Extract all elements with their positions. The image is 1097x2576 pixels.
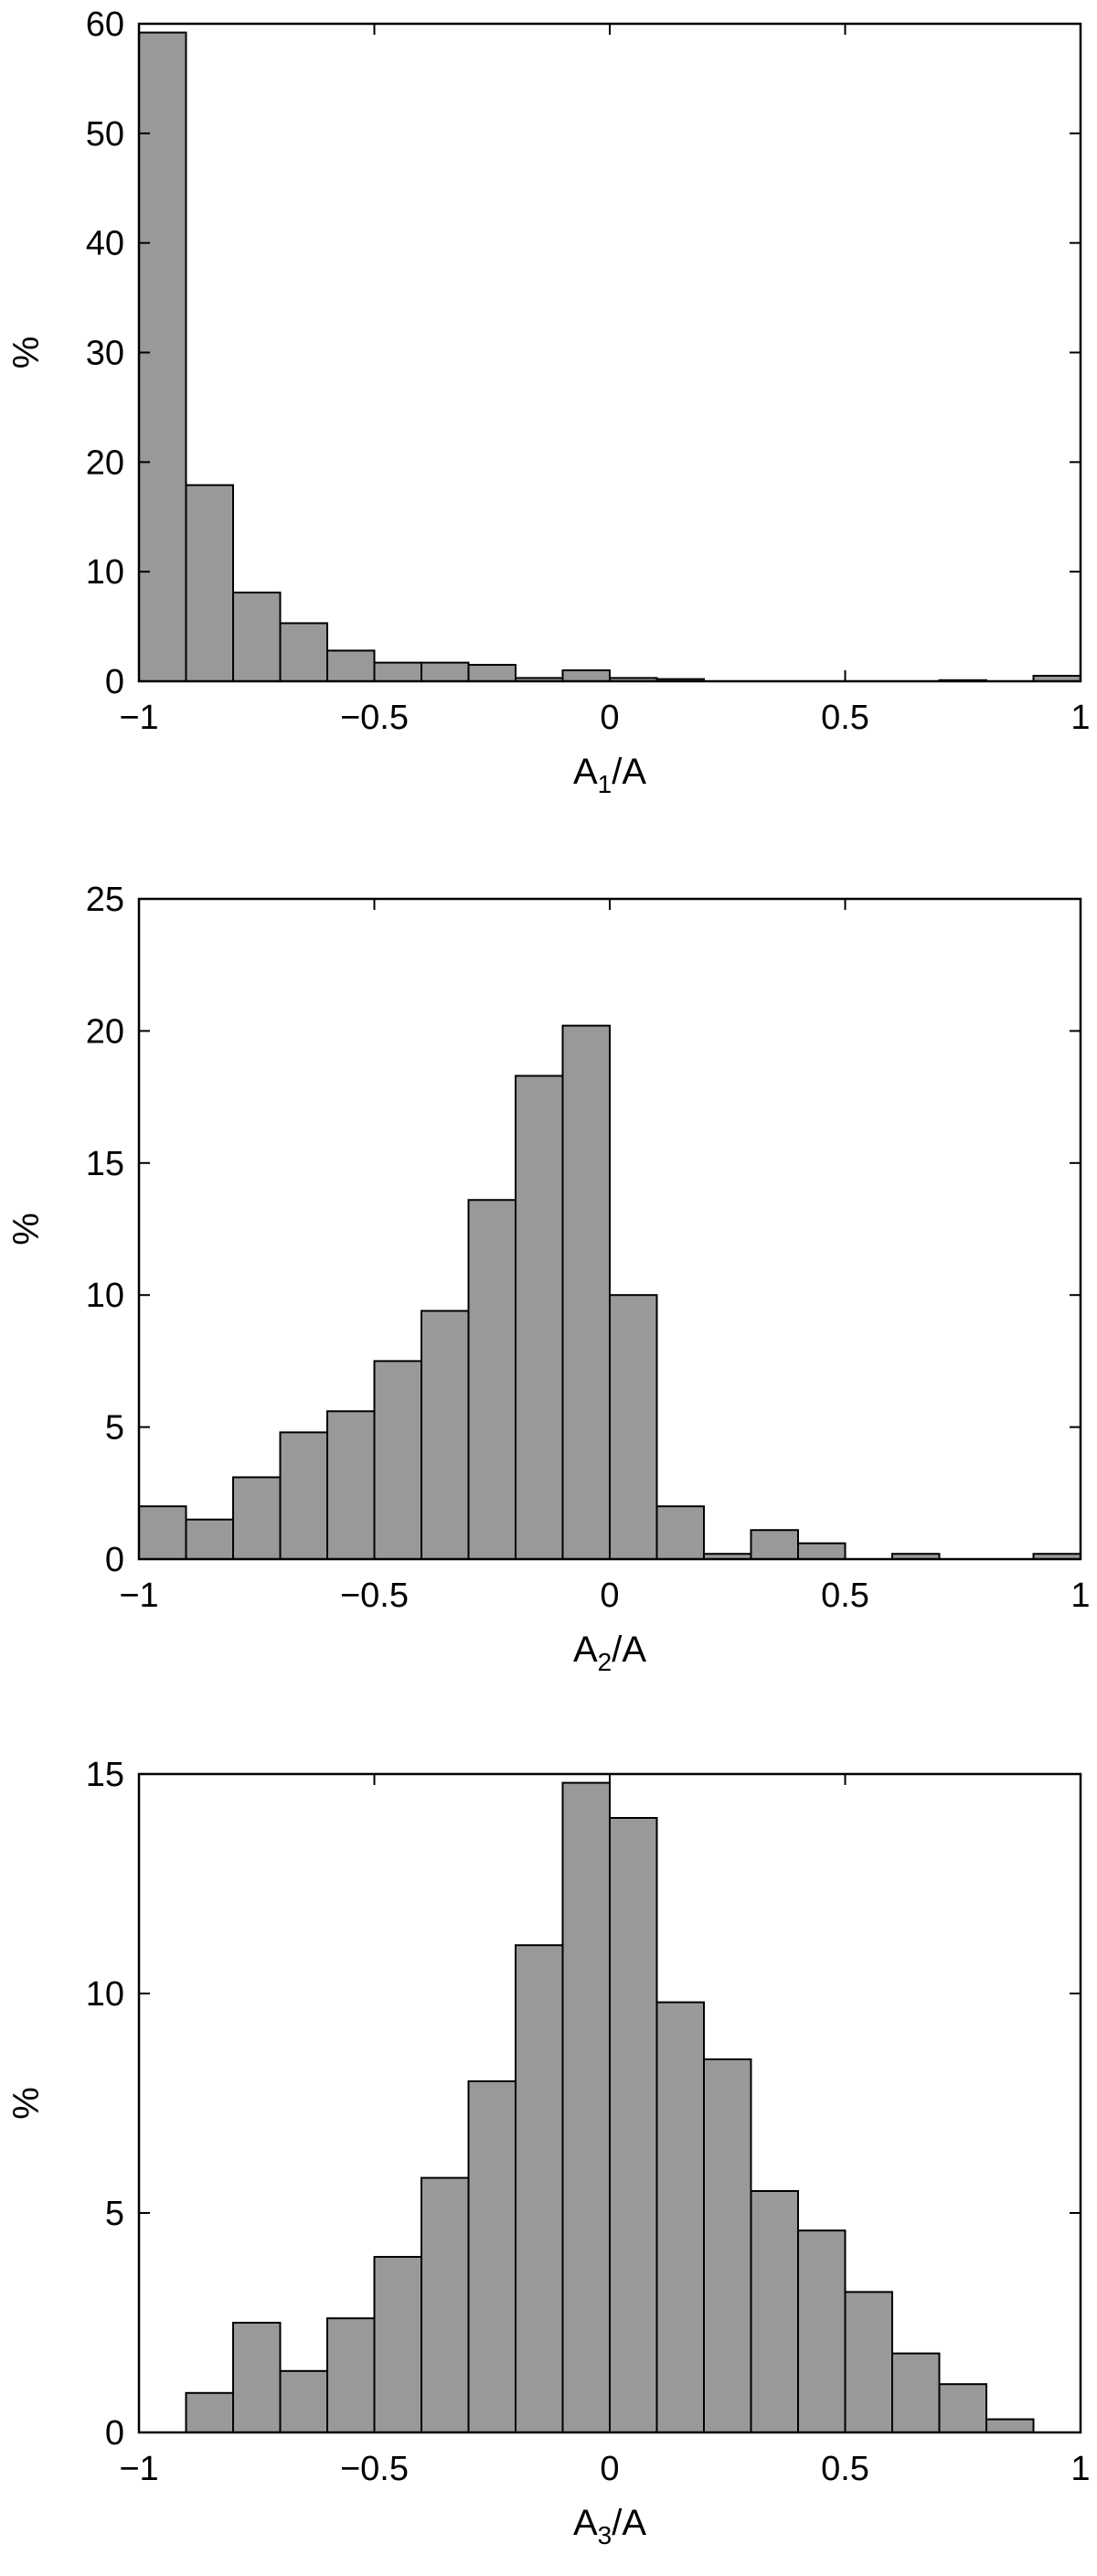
x-tick-label: 1: [1070, 699, 1090, 737]
y-tick-label: 0: [105, 2414, 124, 2453]
histogram-bar: [279, 622, 328, 683]
histogram-bar: [797, 2229, 847, 2433]
histogram-bar: [891, 2352, 941, 2434]
histogram-bar: [703, 2058, 752, 2433]
y-tick-label: 20: [86, 444, 124, 482]
histogram-bar: [326, 649, 376, 682]
y-tick-label: 40: [86, 225, 124, 263]
histogram-bar: [844, 2291, 893, 2433]
y-tick-label: 10: [86, 1975, 124, 2014]
y-tick-label: 10: [86, 553, 124, 592]
histogram-bar: [138, 31, 187, 682]
histogram-bar: [515, 1944, 564, 2433]
histogram-bar: [421, 1309, 470, 1560]
x-tick-label: 1: [1070, 2450, 1090, 2488]
histogram-bar: [750, 2190, 799, 2433]
histogram-bar: [185, 484, 234, 683]
histogram-bar: [655, 2001, 705, 2434]
axes-frame: [137, 22, 1082, 683]
x-axis-label: A1/A: [573, 752, 646, 798]
y-tick-label: 5: [105, 2195, 124, 2233]
histogram-bar: [515, 1074, 564, 1560]
y-axis-label: %: [6, 2087, 47, 2120]
x-tick-label: 1: [1070, 1577, 1090, 1615]
x-tick-label: −0.5: [340, 2450, 409, 2488]
histogram-bar: [985, 2418, 1035, 2434]
histogram-bar: [750, 1529, 799, 1561]
x-tick-label: 0.5: [821, 699, 869, 737]
x-tick-label: 0: [600, 1577, 619, 1615]
y-tick-label: 15: [86, 1756, 124, 1794]
y-tick-label: 20: [86, 1012, 124, 1051]
histogram-bar: [232, 591, 282, 682]
histogram-bar: [185, 1518, 234, 1561]
x-tick-label: −1: [119, 699, 158, 737]
histogram-bar: [561, 669, 611, 682]
histogram-bar: [467, 2080, 517, 2433]
histogram-bar: [467, 1199, 517, 1561]
x-tick-label: 0.5: [821, 2450, 869, 2488]
x-tick-label: −1: [119, 1577, 158, 1615]
x-tick-label: −0.5: [340, 1577, 409, 1615]
histogram-bar: [138, 1505, 187, 1560]
x-tick-label: 0: [600, 2450, 619, 2488]
histogram-bar: [561, 1024, 611, 1560]
y-tick-label: 60: [86, 5, 124, 44]
histogram-bar: [421, 2176, 470, 2434]
histogram-bar: [561, 1781, 611, 2433]
y-tick-label: 25: [86, 881, 124, 919]
histogram-bar: [279, 2369, 328, 2434]
y-tick-label: 10: [86, 1277, 124, 1315]
y-axis-label: %: [6, 1213, 47, 1245]
x-tick-label: −1: [119, 2450, 158, 2488]
histogram-bar: [326, 1410, 376, 1560]
histogram-bar: [326, 2317, 376, 2433]
x-axis-label: A2/A: [573, 1630, 646, 1676]
y-tick-label: 0: [105, 1541, 124, 1579]
x-tick-label: 0.5: [821, 1577, 869, 1615]
y-tick-label: 15: [86, 1145, 124, 1183]
histogram-bar: [373, 2256, 422, 2433]
histogram-bar: [467, 664, 517, 683]
histogram-bar: [938, 2383, 987, 2433]
histogram-bar: [373, 1360, 422, 1561]
x-tick-label: −0.5: [340, 699, 409, 737]
histogram-bar: [609, 1817, 658, 2433]
x-tick-label: 0: [600, 699, 619, 737]
histogram-bar: [232, 1476, 282, 1561]
histogram-bar: [797, 1542, 847, 1560]
histogram-bar: [373, 661, 422, 683]
histogram-bar: [185, 2391, 234, 2434]
histogram-bar: [279, 1431, 328, 1560]
histogram-bar: [655, 1505, 705, 1560]
y-axis-label: %: [6, 337, 47, 369]
y-tick-label: 5: [105, 1409, 124, 1448]
y-tick-label: 0: [105, 663, 124, 701]
histogram-bar: [421, 661, 470, 683]
histogram-bar: [609, 1294, 658, 1560]
y-tick-label: 50: [86, 115, 124, 154]
y-tick-label: 30: [86, 335, 124, 373]
histogram-bar: [232, 2322, 282, 2433]
x-axis-label: A3/A: [573, 2503, 646, 2549]
